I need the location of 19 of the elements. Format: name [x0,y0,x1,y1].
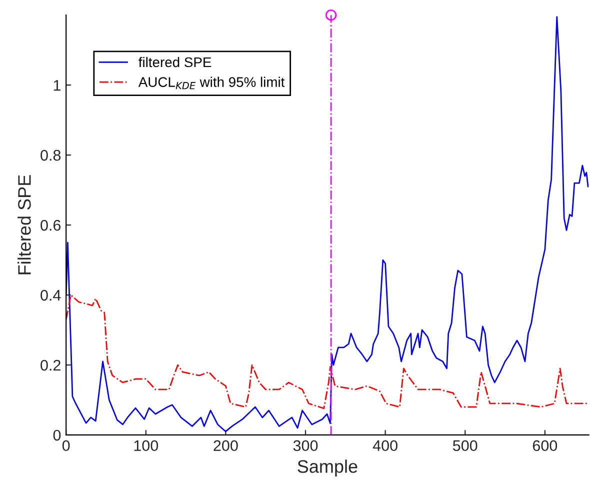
x-tick-label: 0 [62,440,70,452]
x-axis-title: Sample [298,460,358,476]
legend-label: filtered SPE [138,56,212,68]
x-tick-label: 500 [452,440,478,452]
y-tick-label: 0 [53,430,61,441]
y-axis-title: Filtered SPE [18,175,31,274]
x-tick-label: 200 [214,440,238,452]
line-series [66,294,589,410]
y-tick-label: 0.4 [40,290,61,301]
x-tick-label: 100 [134,440,158,452]
x-tick-label: 600 [532,440,558,452]
line-series [66,16,589,432]
y-tick-label: 0.8 [40,150,61,161]
y-tick-label: 0.2 [40,360,60,371]
x-tick-label: 400 [372,440,398,452]
legend-label: AUCL$_{KDE}$ with 95% limit [138,76,285,90]
y-tick-label: 0.6 [40,220,61,231]
y-tick-label: 1 [54,80,60,91]
x-tick-label: 300 [293,440,318,452]
